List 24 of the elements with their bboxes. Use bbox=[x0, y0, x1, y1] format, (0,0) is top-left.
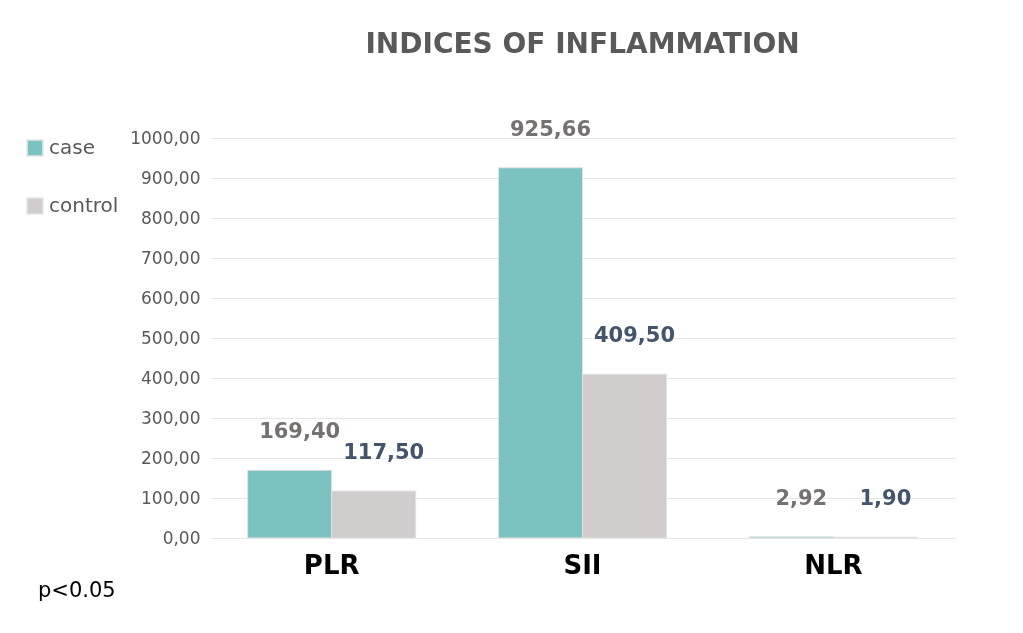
y-tick-label: 500,00 bbox=[141, 327, 201, 348]
y-tick-label: 100,00 bbox=[141, 487, 201, 508]
data-label: 409,50 bbox=[593, 323, 676, 348]
text: p<0.05 bbox=[38, 578, 116, 602]
x-tick-label: PLR bbox=[303, 549, 360, 580]
y-tick-label: 600,00 bbox=[141, 287, 201, 308]
y-tick-label: 1000,00 bbox=[130, 127, 201, 148]
y-tick-label: 0,00 bbox=[162, 527, 201, 548]
data-label: 925,66 bbox=[509, 116, 592, 141]
x-tick-label: NLR bbox=[804, 549, 863, 580]
data-label: 169,40 bbox=[259, 419, 341, 444]
data-label: 2,92 bbox=[775, 485, 828, 510]
legend-label: case bbox=[49, 135, 95, 159]
y-tick-label: 300,00 bbox=[141, 407, 201, 428]
chart-title: INDICES OF INFLAMMATION bbox=[365, 26, 800, 60]
y-tick-label: 800,00 bbox=[141, 207, 201, 228]
data-label: 117,50 bbox=[343, 440, 425, 464]
y-tick-label: 700,00 bbox=[141, 247, 201, 268]
x-tick-label: SII bbox=[563, 549, 602, 580]
y-tick-label: 900,00 bbox=[141, 167, 201, 188]
data-label: 1,90 bbox=[859, 486, 912, 511]
y-tick-label: 400,00 bbox=[141, 367, 201, 388]
legend-label: control bbox=[49, 193, 119, 217]
y-tick-label: 200,00 bbox=[141, 447, 201, 468]
